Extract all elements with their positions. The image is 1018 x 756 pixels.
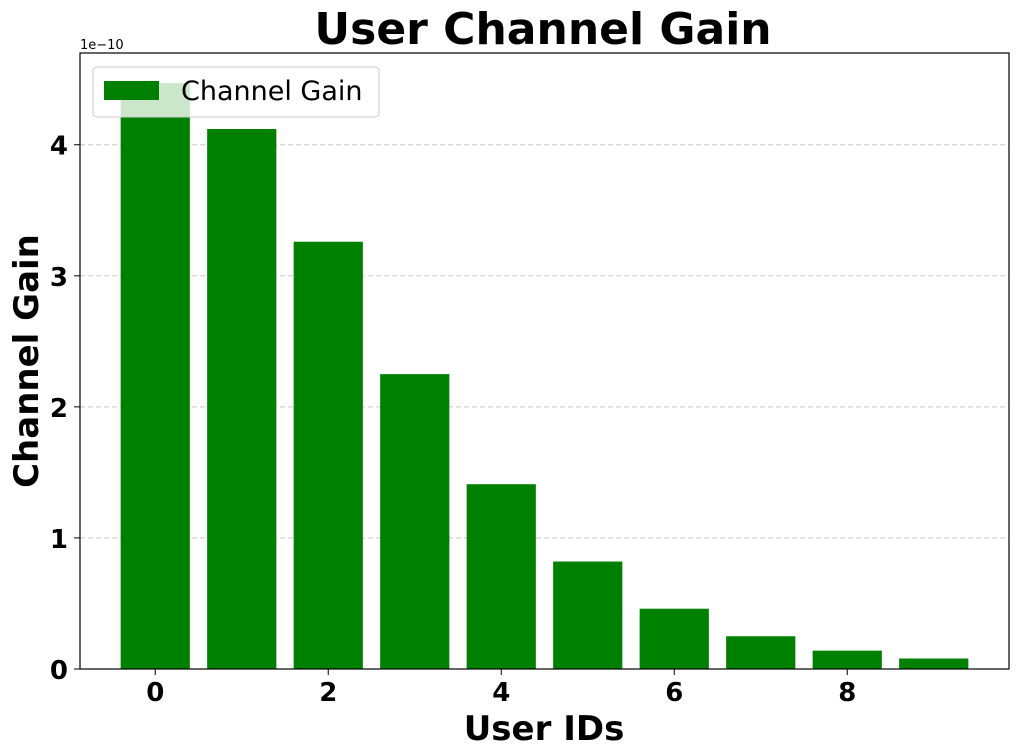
bar-user-2 [293,241,363,669]
x-axis-label: User IDs [464,709,625,749]
y-tick-label-4: 4 [50,132,68,162]
y-axis-label: Channel Gain [7,234,47,488]
x-tick-label-1: 2 [319,678,337,708]
x-axis-ticks: 0 2 4 6 8 [146,669,856,708]
legend-swatch [104,81,159,100]
bar-user-7 [726,636,796,669]
bar-user-9 [899,658,969,669]
x-tick-label-2: 4 [492,678,510,708]
bar-user-0 [120,83,190,670]
bar-user-8 [812,650,882,669]
legend-label: Channel Gain [181,76,363,107]
y-axis-ticks: 0 1 2 3 4 [50,132,80,686]
bar-user-5 [553,561,623,669]
x-tick-label-3: 6 [665,678,683,708]
y-axis-offset: 1e−10 [80,38,124,53]
bar-user-3 [380,374,450,669]
y-tick-label-0: 0 [50,656,68,686]
y-tick-label-3: 3 [50,263,68,293]
bar-user-4 [466,484,536,669]
legend: Channel Gain [92,66,380,118]
bars [120,83,969,670]
x-tick-label-4: 8 [838,678,856,708]
x-tick-label-0: 0 [146,678,164,708]
y-tick-label-2: 2 [50,394,68,424]
legend-box [92,66,380,118]
chart-title: User Channel Gain [314,4,771,55]
y-tick-label-1: 1 [50,525,68,555]
bar-user-6 [639,608,709,669]
bar-user-1 [207,129,277,669]
plot-frame [79,52,1010,670]
